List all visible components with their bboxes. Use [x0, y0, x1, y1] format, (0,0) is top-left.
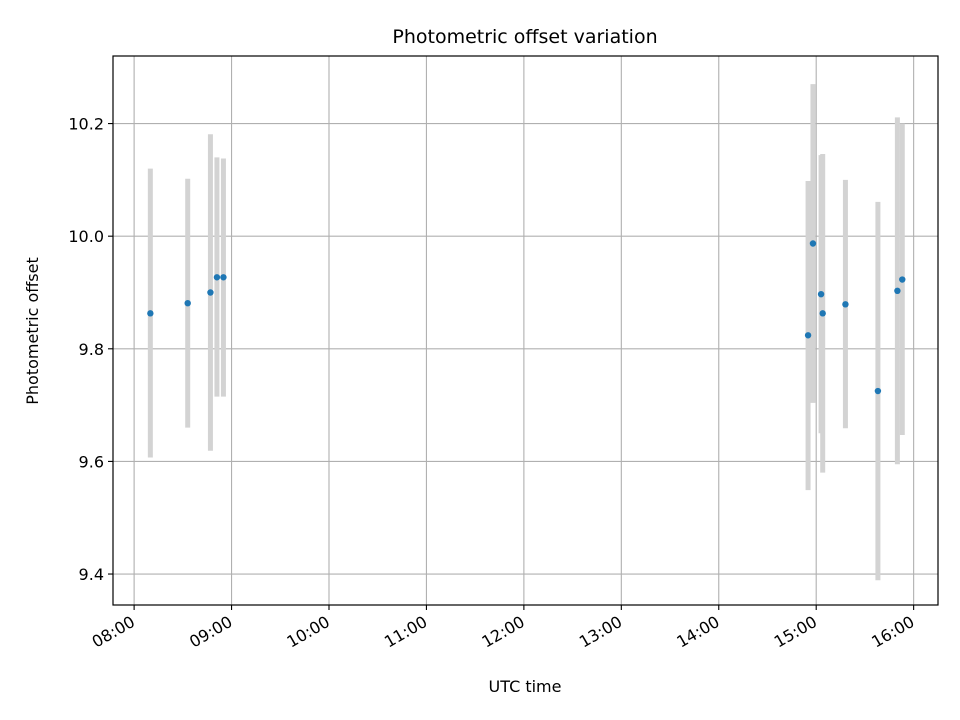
plot-area-frame — [112, 55, 939, 606]
data-point — [213, 274, 221, 281]
y-tick-label: 9.4 — [79, 565, 104, 584]
data-point — [804, 332, 812, 339]
y-axis-title: Photometric offset — [23, 257, 42, 405]
data-point — [817, 290, 825, 298]
data-point — [220, 274, 227, 281]
data-point — [894, 287, 901, 295]
y-tick-label: 10.0 — [68, 227, 104, 246]
data-point — [842, 301, 849, 308]
data-points — [147, 240, 906, 395]
chart-title: Photometric offset variation — [392, 26, 657, 48]
y-axis-ticks: 9.4 9.6 9.8 10.0 10.2 — [68, 115, 113, 584]
x-axis-title: UTC time — [489, 677, 562, 696]
y-tick-label: 9.8 — [79, 340, 104, 359]
data-point — [184, 299, 191, 307]
data-point — [147, 310, 154, 317]
grid-lines — [113, 56, 938, 605]
y-tick-label: 9.6 — [79, 452, 104, 471]
data-point — [207, 289, 214, 296]
data-point — [899, 276, 906, 283]
data-point — [819, 310, 826, 317]
data-point — [809, 240, 817, 247]
y-tick-label: 10.2 — [68, 115, 104, 134]
data-point — [874, 387, 882, 395]
